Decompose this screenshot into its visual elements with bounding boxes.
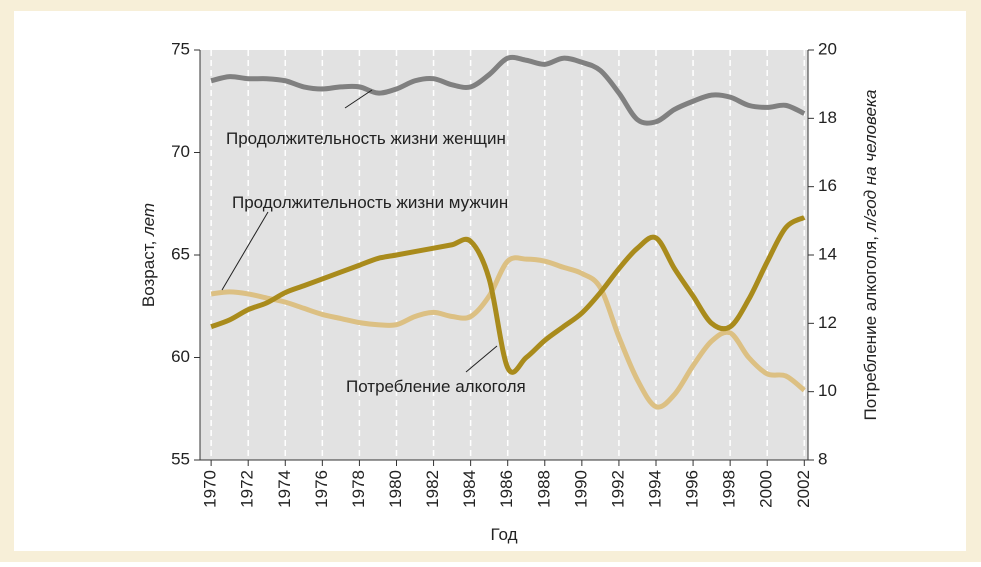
y-label-text: Возраст, (139, 241, 158, 307)
y2-tick-label: 14 (818, 244, 837, 263)
leader-line (344, 89, 373, 109)
y2-label-unit: л/год на человека (861, 90, 880, 233)
y-tick-label: 70 (171, 142, 190, 161)
series-line (210, 255, 806, 410)
y-tick-label: 55 (171, 449, 190, 468)
series-annotation: Продолжительность жизни женщин (226, 129, 506, 148)
leader-line (221, 211, 269, 291)
x-tick-label: 1974 (275, 470, 294, 508)
series-line (210, 54, 806, 126)
x-axis-label: Год (490, 525, 517, 544)
x-tick-label: 1992 (608, 470, 627, 508)
x-tick-label: 1986 (497, 470, 516, 508)
leader-line (465, 345, 498, 373)
x-tick-label: 1994 (645, 470, 664, 508)
x-tick-label: 1982 (423, 470, 442, 508)
x-tick-label: 1996 (683, 470, 702, 508)
x-tick-label: 1972 (238, 470, 257, 508)
x-tick-label: 2002 (794, 470, 813, 508)
y-tick-label: 65 (171, 244, 190, 263)
x-tick-label: 1980 (386, 470, 405, 508)
y-axis-label: Возраст, лет (139, 203, 158, 307)
y2-tick-label: 10 (818, 381, 837, 400)
x-tick-label: 1984 (460, 470, 479, 508)
series-annotation: Продолжительность жизни мужчин (232, 193, 508, 212)
x-tick-label: 2000 (757, 470, 776, 508)
plot-area (200, 50, 808, 460)
series-line (210, 215, 806, 375)
x-tick-label: 1978 (349, 470, 368, 508)
series-annotation: Потребление алкоголя (346, 377, 526, 396)
y-tick-label: 60 (171, 347, 190, 366)
x-tick-label: 1988 (534, 470, 553, 508)
y2-tick-label: 18 (818, 108, 837, 127)
y2-tick-label: 16 (818, 176, 837, 195)
x-tick-label: 1990 (571, 470, 590, 508)
y-label-unit: лет (139, 203, 158, 237)
y2-label-text: Потребление алкоголя, (861, 236, 880, 420)
y2-tick-label: 8 (818, 449, 827, 468)
y2-axis-label: Потребление алкоголя, л/год на человека (861, 90, 880, 421)
x-tick-label: 1998 (720, 470, 739, 508)
y2-tick-label: 12 (818, 313, 837, 332)
y-tick-label: 75 (171, 39, 190, 58)
y2-tick-label: 20 (818, 39, 837, 58)
x-tick-label: 1976 (312, 470, 331, 508)
x-tick-label: 1970 (201, 470, 220, 508)
